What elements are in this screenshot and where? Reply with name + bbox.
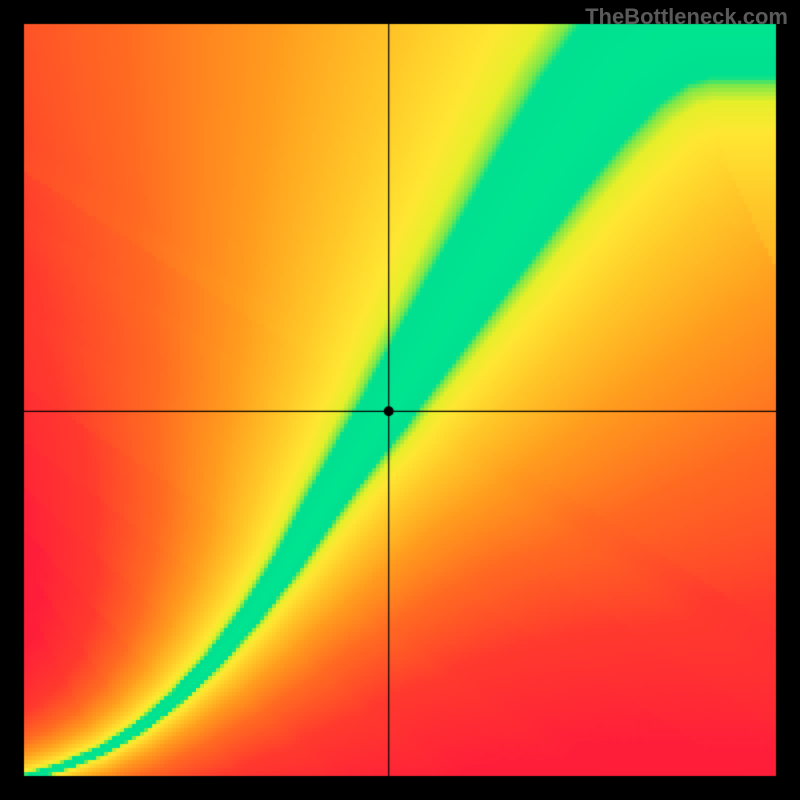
watermark-text: TheBottleneck.com	[585, 4, 788, 30]
bottleneck-heatmap	[0, 0, 800, 800]
chart-container: TheBottleneck.com	[0, 0, 800, 800]
